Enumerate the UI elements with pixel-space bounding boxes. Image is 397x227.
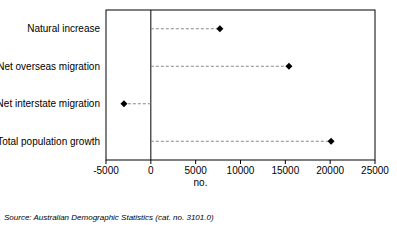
tick	[240, 160, 241, 164]
stem	[151, 141, 331, 142]
stem	[151, 28, 220, 29]
tick-label: 0	[148, 165, 154, 176]
category-label: Net interstate migration	[0, 98, 100, 109]
zero-line	[150, 10, 151, 160]
tick	[106, 160, 107, 164]
dot	[216, 25, 223, 32]
source: Source: Australian Demographic Statistic…	[4, 213, 214, 222]
tick-label: 5000	[185, 165, 208, 176]
tick-label: -5000	[93, 165, 119, 176]
marks	[120, 25, 334, 145]
dot	[120, 100, 127, 107]
stem	[151, 66, 289, 67]
dot	[285, 63, 292, 70]
category-label: Total population growth	[0, 136, 100, 147]
tick	[330, 160, 331, 164]
category-label: Natural increase	[27, 23, 100, 34]
tick	[195, 160, 196, 164]
stem	[124, 103, 151, 104]
tick	[375, 160, 376, 164]
axis-label: no.	[194, 177, 208, 188]
chart: -5000 0 5000 10000 15000 20000 25000 no. Natural…	[0, 0, 397, 227]
tick	[150, 160, 151, 164]
tick-label: 20000	[316, 165, 344, 176]
tick-label: 25000	[361, 165, 389, 176]
tick	[285, 160, 286, 164]
tick-label: 15000	[271, 165, 299, 176]
category-label: Net overseas migration	[0, 61, 100, 72]
dot	[328, 138, 335, 145]
plot-frame	[106, 10, 375, 160]
tick-label: 10000	[227, 165, 255, 176]
